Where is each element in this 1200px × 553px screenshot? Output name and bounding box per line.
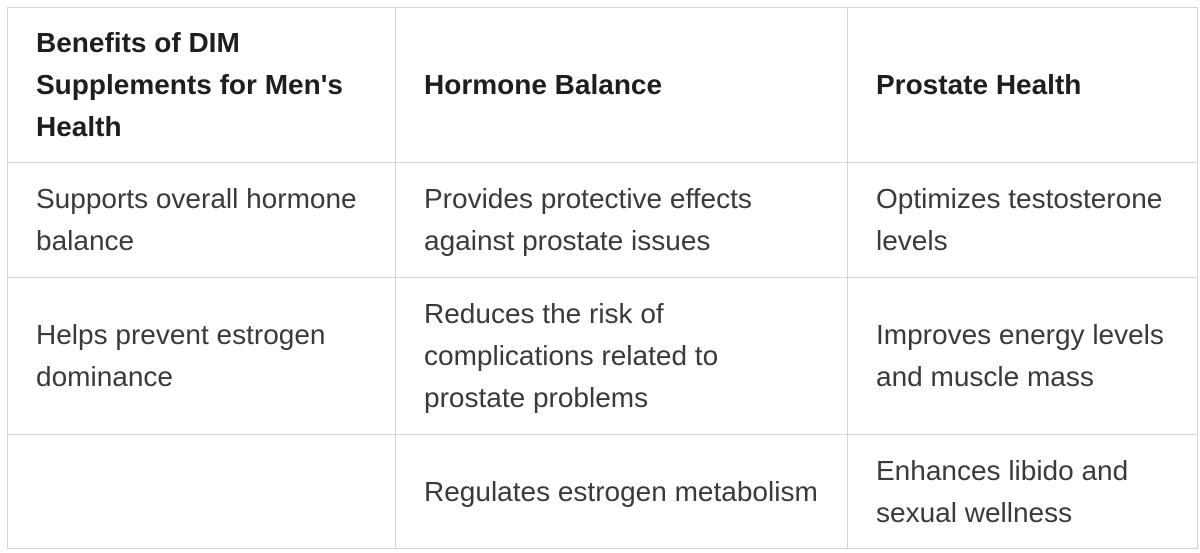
table-row: Supports overall hormone balance Provides… bbox=[7, 162, 1198, 278]
table-cell: Improves energy levels and muscle mass bbox=[847, 277, 1198, 435]
table-header: Benefits of DIM Supplements for Men's He… bbox=[7, 7, 1198, 163]
table-cell: Helps prevent estrogen dominance bbox=[7, 277, 396, 435]
table-cell: Enhances libido and sexual wellness bbox=[847, 434, 1198, 549]
table-cell: Supports overall hormone balance bbox=[7, 162, 396, 278]
benefits-table: Benefits of DIM Supplements for Men's He… bbox=[7, 7, 1198, 549]
table-cell: Reduces the risk of complications relate… bbox=[395, 277, 848, 435]
table-cell: Provides protective effects against pros… bbox=[395, 162, 848, 278]
table-row: Regulates estrogen metabolism Enhances li… bbox=[7, 434, 1198, 549]
table-cell bbox=[7, 434, 396, 549]
header-cell: Benefits of DIM Supplements for Men's He… bbox=[7, 7, 396, 163]
table-cell: Optimizes testosterone levels bbox=[847, 162, 1198, 278]
table-body: Supports overall hormone balance Provides… bbox=[7, 162, 1198, 549]
header-cell: Prostate Health bbox=[847, 7, 1198, 163]
header-row: Benefits of DIM Supplements for Men's He… bbox=[7, 7, 1198, 163]
header-cell: Hormone Balance bbox=[395, 7, 848, 163]
table-row: Helps prevent estrogen dominance Reduces … bbox=[7, 277, 1198, 435]
table-cell: Regulates estrogen metabolism bbox=[395, 434, 848, 549]
